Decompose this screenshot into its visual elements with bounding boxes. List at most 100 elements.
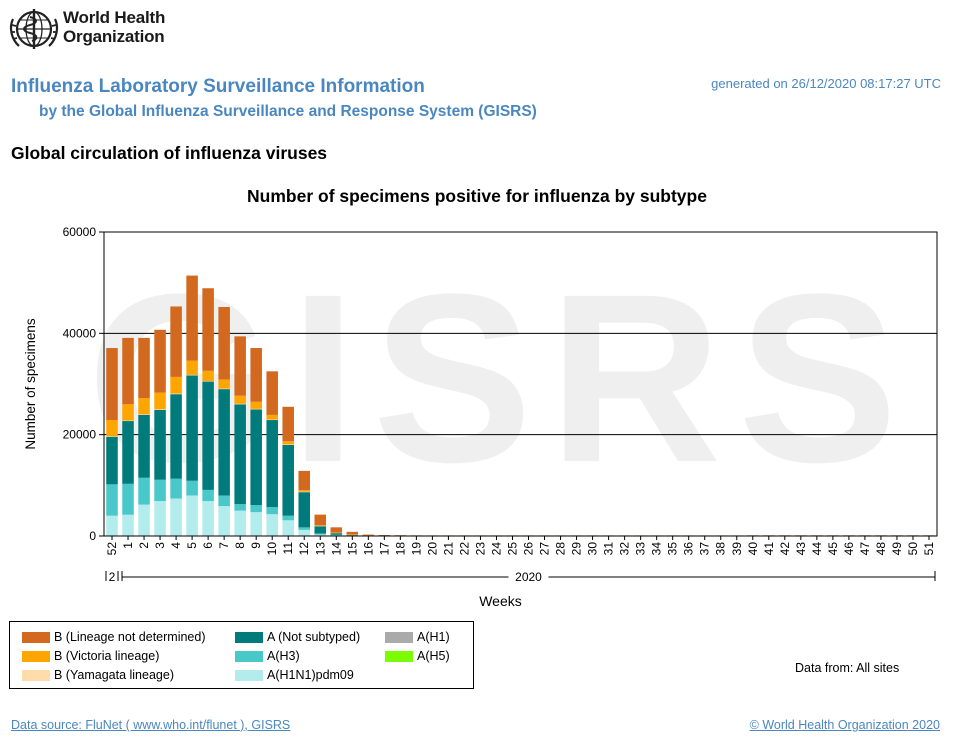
x-tick-label: 2 <box>137 542 151 549</box>
bar-segment <box>202 489 214 502</box>
bar-segment <box>250 409 262 506</box>
bar-segment <box>170 478 182 499</box>
bar-segment <box>234 504 246 511</box>
bar-segment <box>122 420 134 484</box>
bar-segment <box>266 414 278 420</box>
x-tick-label: 33 <box>634 542 648 556</box>
x-tick-label: 6 <box>201 542 215 549</box>
bar-segment <box>186 275 198 361</box>
x-tick-label: 16 <box>361 542 375 556</box>
bar-segment <box>330 527 343 533</box>
bar-segment <box>282 406 294 442</box>
x-tick-label: 3 <box>153 542 167 549</box>
bar-segment <box>154 409 166 410</box>
bar-segment <box>186 360 198 375</box>
x-tick-label: 46 <box>842 542 856 556</box>
bar-segment <box>154 409 166 480</box>
bar-segment <box>106 419 118 437</box>
plot-frame <box>103 231 938 537</box>
bar-segment <box>314 525 327 534</box>
x-tick-label: 39 <box>730 542 744 556</box>
x-tick-label: 27 <box>538 542 552 556</box>
legend-swatch <box>235 650 263 662</box>
section-title: Global circulation of influenza viruses <box>11 143 328 163</box>
x-tick-label: 24 <box>489 542 503 556</box>
bar-segment <box>282 441 294 445</box>
x-tick-label: 13 <box>313 542 327 556</box>
bar-segment <box>346 534 359 535</box>
y-tick-label: 0 <box>89 529 96 543</box>
org-name-line1: World Health <box>63 8 166 27</box>
legend-label: A(H3) <box>267 649 300 663</box>
who-emblem-icon <box>9 9 59 49</box>
bar-segment <box>346 531 359 535</box>
bar-segment <box>298 491 310 493</box>
legend-item: B (Lineage not determined) <box>22 630 205 644</box>
bar-segment <box>250 505 262 513</box>
bar-segment <box>186 374 198 376</box>
year-label: 2 <box>109 570 116 584</box>
x-tick-label: 15 <box>345 542 359 556</box>
bar-segment <box>218 389 230 496</box>
y-tick-label: 40000 <box>63 326 97 340</box>
bar-segment <box>106 348 118 420</box>
x-tick-label: 22 <box>457 542 471 556</box>
bar-segment <box>138 414 150 478</box>
data-source-link[interactable]: Data source: FluNet ( www.who.int/flunet… <box>11 718 291 732</box>
x-tick-label: 35 <box>666 542 680 556</box>
bar-segment <box>154 329 166 393</box>
x-tick-label: 25 <box>505 542 519 556</box>
legend-swatch <box>385 631 413 643</box>
bar-segment <box>170 393 182 395</box>
bar-segment <box>122 420 134 422</box>
x-tick-label: 50 <box>906 542 920 556</box>
x-tick-label: 34 <box>650 542 664 556</box>
legend-item: A(H3) <box>235 649 300 663</box>
bar-segment <box>154 501 166 536</box>
bar-segment <box>234 404 246 505</box>
bar-segment <box>138 504 150 536</box>
x-tick-label: 20 <box>425 542 439 556</box>
bar-segment <box>250 408 262 410</box>
bar-segment <box>170 376 182 394</box>
bar-segment <box>282 444 294 516</box>
bar-segment <box>314 525 327 527</box>
x-tick-label: 41 <box>762 542 776 556</box>
x-tick-label: 48 <box>874 542 888 556</box>
legend-label: A (Not subtyped) <box>267 630 361 644</box>
bar-segment <box>138 477 150 505</box>
x-tick-label: 12 <box>297 542 311 556</box>
bar-segment <box>266 419 278 421</box>
who-logo: World Health Organization <box>8 5 168 53</box>
legend-swatch <box>22 631 50 643</box>
bar-segment <box>218 495 230 507</box>
chart-title: Number of specimens positive for influen… <box>247 186 707 206</box>
bar-segment <box>266 507 278 515</box>
x-tick-label: 10 <box>265 542 279 556</box>
bar-segment <box>362 534 375 536</box>
bar-segment <box>202 380 214 382</box>
x-tick-label: 38 <box>714 542 728 556</box>
bar-segment <box>186 375 198 481</box>
org-name: World Health Organization <box>63 8 165 46</box>
bar-segment <box>314 533 327 535</box>
legend-label: A(H5) <box>417 649 450 663</box>
copyright-link[interactable]: © World Health Organization 2020 <box>749 718 940 732</box>
bar-segment <box>234 395 246 404</box>
legend-item: A(H5) <box>385 649 450 663</box>
bar-segment <box>266 514 278 536</box>
bar-segment <box>250 348 262 402</box>
x-tick-label: 26 <box>522 542 536 556</box>
bar-segment <box>250 401 262 409</box>
bar-segment <box>218 306 230 380</box>
x-tick-label: 47 <box>858 542 872 556</box>
bar-segment <box>138 398 150 415</box>
y-axis-label: Number of specimens <box>23 318 38 450</box>
x-tick-label: 36 <box>682 542 696 556</box>
bar-segment <box>330 532 343 533</box>
x-tick-label: 30 <box>586 542 600 556</box>
x-tick-label: 4 <box>169 542 183 549</box>
legend-item: B (Yamagata lineage) <box>22 668 174 682</box>
x-tick-label: 29 <box>570 542 584 556</box>
x-tick-label: 8 <box>233 542 247 549</box>
